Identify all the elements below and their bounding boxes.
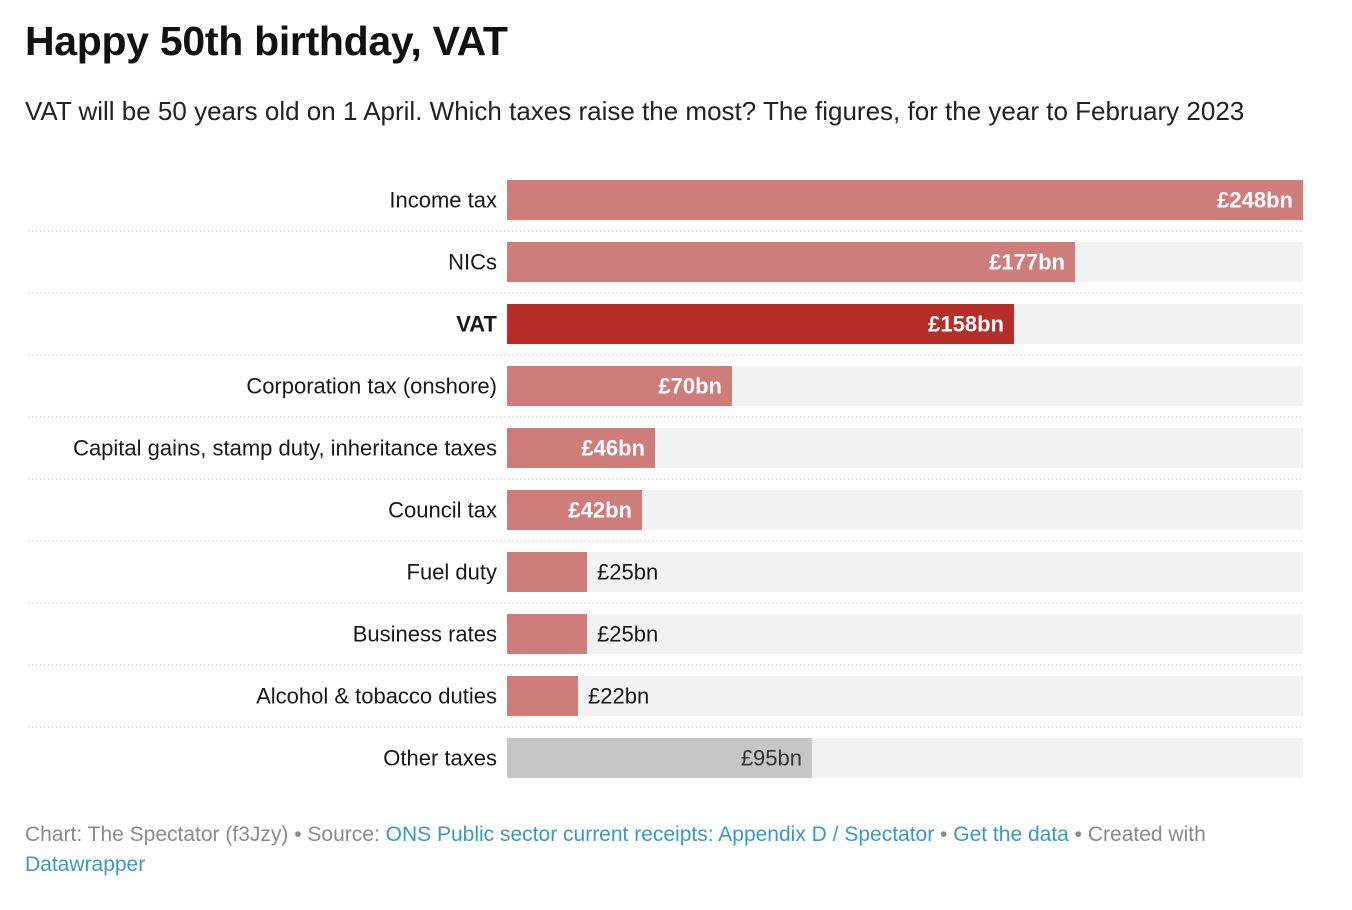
category-label: NICs: [448, 250, 497, 275]
footer-separator: • Source:: [288, 823, 386, 846]
bar: [507, 490, 642, 530]
chart-subtitle: VAT will be 50 years old on 1 April. Whi…: [25, 96, 1245, 126]
get-the-data-link[interactable]: Get the data: [953, 823, 1069, 846]
chart-credit: Chart: The Spectator (f3Jzy): [25, 823, 289, 846]
bar-chart: Income tax £248bn NICs £177bn VAT £158bn Corpo…: [28, 180, 1303, 778]
category-label: Business rates: [353, 622, 497, 647]
chart-footer: Chart: The Spectator (f3Jzy) • Source: O…: [25, 820, 1285, 880]
value-label: £25bn: [597, 622, 658, 647]
value-label: £46bn: [581, 436, 645, 461]
source-link[interactable]: ONS Public sector current receipts: Appe…: [385, 823, 935, 846]
category-label: Corporation tax (onshore): [246, 374, 497, 399]
category-label: Alcohol & tobacco duties: [256, 684, 497, 709]
value-label: £177bn: [989, 250, 1065, 275]
bar: [507, 676, 578, 716]
footer-separator: •: [934, 823, 954, 846]
value-label: £25bn: [597, 560, 658, 585]
value-label: £158bn: [928, 312, 1004, 337]
category-label: Income tax: [389, 188, 497, 213]
category-label: Council tax: [388, 498, 497, 523]
category-label: Fuel duty: [407, 560, 498, 585]
bar: [507, 738, 812, 778]
bar: [507, 304, 1014, 344]
value-label: £248bn: [1217, 188, 1293, 213]
bar: [507, 552, 587, 592]
value-label: £42bn: [568, 498, 632, 523]
value-label: £22bn: [588, 684, 649, 709]
bar: [507, 180, 1303, 220]
bar: [507, 242, 1075, 282]
bar-track: [507, 552, 1303, 592]
datawrapper-link[interactable]: Datawrapper: [25, 853, 146, 876]
category-label: Capital gains, stamp duty, inheritance t…: [73, 436, 497, 461]
bar-track: [507, 614, 1303, 654]
bar-track: [507, 676, 1303, 716]
bar: [507, 428, 655, 468]
value-label: £70bn: [658, 374, 722, 399]
category-label: Other taxes: [383, 746, 497, 771]
category-label: VAT: [456, 312, 497, 337]
bar: [507, 366, 732, 406]
bar: [507, 614, 587, 654]
chart-title: Happy 50th birthday, VAT: [25, 18, 508, 64]
footer-separator: • Created with: [1068, 823, 1206, 846]
value-label: £95bn: [741, 746, 802, 771]
